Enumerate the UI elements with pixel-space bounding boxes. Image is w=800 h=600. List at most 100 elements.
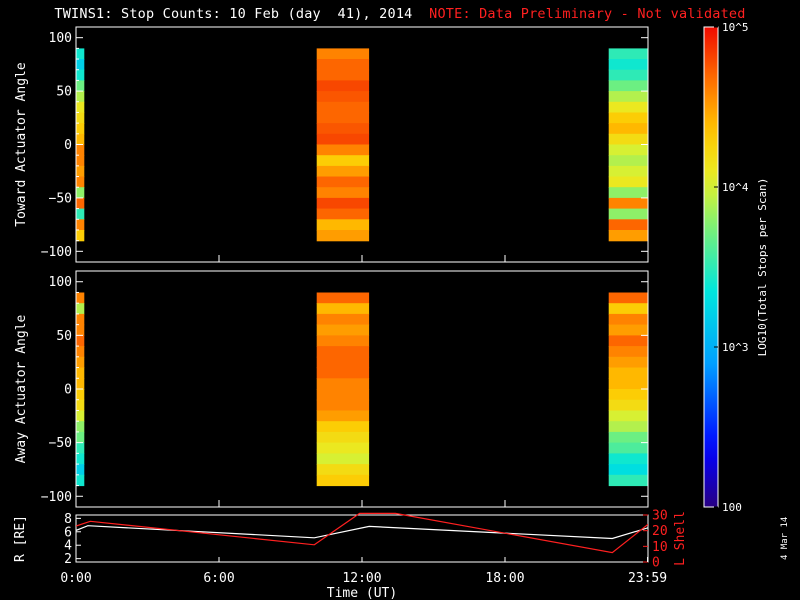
heatmap-cell [608,389,648,401]
heatmap-cell [316,187,370,199]
heatmap-cell [76,367,85,379]
heatmap-cell [316,389,370,401]
heatmap-cell [608,410,648,422]
heatmap-cell [316,133,370,146]
y-tick-label-right: 10 [652,540,668,555]
heatmap-cell [76,219,85,231]
heatmap-cell [76,431,85,444]
heatmap-cell [76,346,85,358]
heatmap-cell [608,165,648,178]
heatmap-cell [608,144,648,156]
heatmap-cell [608,155,648,167]
heatmap-cell [608,464,648,476]
colorbar-tick-label: 100 [722,501,742,514]
heatmap-cell [316,442,370,454]
x-tick-label: 18:00 [485,571,524,586]
heatmap-cell [76,464,85,476]
heatmap-cell [608,346,648,358]
heatmap-cell [76,378,85,390]
heatmap-cell [608,101,648,114]
heatmap-cell [608,91,648,103]
y-tick-label: −50 [49,191,72,206]
heatmap-cell [76,389,85,401]
heatmap-cell [608,230,648,242]
colorbar-label: LOG10(Total Stops per Scan) [756,178,769,357]
heatmap-cell [316,91,370,103]
heatmap-cell [316,69,370,81]
y-tick-label-left: 8 [64,512,72,527]
heatmap-cell [608,431,648,444]
y-tick-label: −50 [49,436,72,451]
y-tick-label-right: 30 [652,509,668,524]
heatmap-cell [76,442,85,454]
title-main: TWINS1: Stop Counts: 10 Feb (day 41), 20… [54,6,413,22]
heatmap-cell [316,324,370,336]
heatmap-cell [316,356,370,369]
date-stamp: 4 Mar 14 [780,516,790,560]
colorbar-tick-label: 10^4 [722,181,749,194]
heatmap-cell [608,176,648,188]
heatmap-cell [608,421,648,433]
y-tick-label: 100 [49,31,72,46]
x-tick-label: 6:00 [203,571,234,586]
heatmap-cell [608,197,648,210]
colorbar-tick-label: 10^5 [722,21,749,34]
y-tick-label: 100 [49,275,72,290]
y-tick-label-right: 0 [652,556,660,571]
heatmap-cell [76,101,85,114]
heatmap-cell [76,133,85,146]
heatmap-cell [316,313,370,326]
colorbar-tick-label: 10^3 [722,341,749,354]
heatmap-cell [76,59,85,71]
heatmap-cell [608,112,648,124]
heatmap-cell [76,112,85,124]
heatmap-cell [608,335,648,347]
heatmap-cell [316,59,370,71]
heatmap-cell [316,219,370,231]
heatmap-cell [316,367,370,379]
y-tick-label: 0 [64,138,72,153]
heatmap-cell [76,356,85,369]
heatmap-cell [608,187,648,199]
series-line [76,512,648,554]
title-note: NOTE: Data Preliminary - Not validated [429,6,746,22]
heatmap-cell [608,356,648,369]
heatmap-cell [316,112,370,124]
heatmap-cell [608,399,648,411]
y-tick-label: 0 [64,383,72,398]
series-line [76,525,648,540]
x-axis-label: Time (UT) [327,586,397,600]
heatmap-cell [608,133,648,146]
y-tick-label: 50 [56,85,72,100]
heatmap-cell [316,335,370,347]
heatmap-cell [76,474,85,487]
heatmap-cell [316,144,370,156]
heatmap-cell [608,292,648,304]
heatmap-cell [76,176,85,188]
heatmap-cell [316,165,370,178]
heatmap-cell [76,453,85,465]
heatmap-cell [316,421,370,433]
y-tick-label-left: 2 [64,552,72,567]
y-tick-label: 50 [56,329,72,344]
heatmap-cell [316,176,370,188]
heatmap-panel-away: −100 −50 0 50 100 Away Actuator Angle [14,270,649,508]
heatmap-cell [76,421,85,433]
x-tick-label: 12:00 [342,571,381,586]
y-axis-label-left: R [RE] [13,515,28,562]
y-tick-label-left: 6 [64,525,72,540]
heatmap-cell [608,208,648,220]
heatmap-cell [76,69,85,81]
heatmap-cell [76,324,85,336]
heatmap-cell [76,313,85,326]
heatmap-cell [608,324,648,336]
x-tick-label: 0:00 [60,571,91,586]
heatmap-cell [316,101,370,114]
heatmap-cell [76,48,85,60]
heatmap-cell [76,197,85,210]
heatmap-cell [76,144,85,156]
colorbar-scale [703,26,719,508]
heatmap-cell [608,367,648,379]
